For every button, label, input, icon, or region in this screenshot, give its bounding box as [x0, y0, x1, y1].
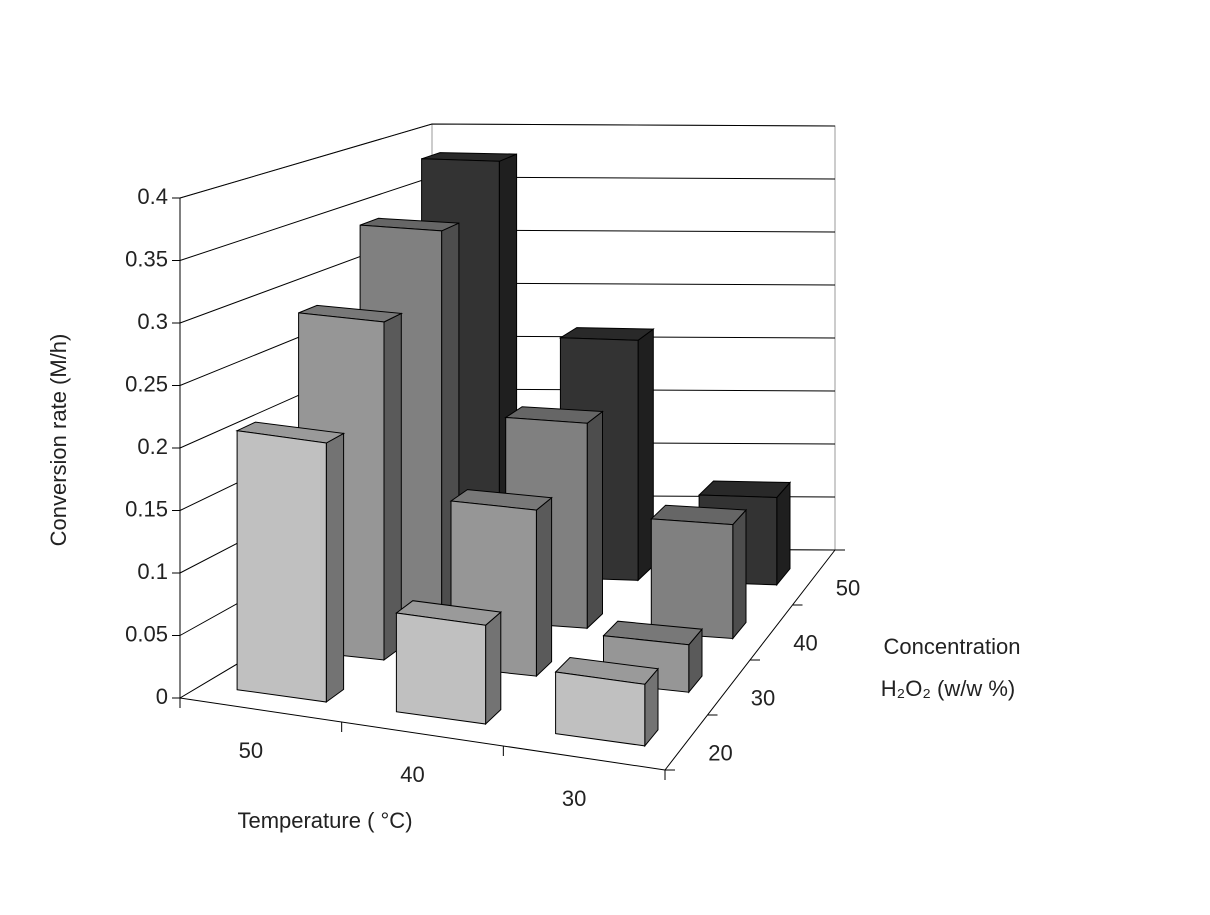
bar-side — [776, 481, 791, 587]
bar-side — [485, 611, 502, 726]
bar-side — [586, 410, 603, 630]
y-tick-label: 0.2 — [137, 434, 168, 459]
y-tick-label: 0.3 — [137, 309, 168, 334]
bar — [555, 671, 646, 747]
z-tick-label: 50 — [836, 575, 860, 600]
y-axis-title: Conversion rate (M/h) — [46, 334, 71, 547]
y-tick-label: 0.35 — [125, 246, 168, 271]
bar-side — [535, 496, 553, 678]
x-tick-label: 30 — [562, 786, 586, 811]
y-tick-label: 0.25 — [125, 371, 168, 396]
bar-side — [732, 508, 747, 640]
bar-side — [383, 312, 402, 661]
y-tick-label: 0.15 — [125, 496, 168, 521]
bar-group — [554, 656, 659, 748]
bar — [650, 518, 734, 640]
bar — [236, 430, 327, 703]
bar-group — [235, 421, 346, 703]
y-tick-label: 0.4 — [137, 184, 168, 209]
x-tick-label: 40 — [400, 762, 424, 787]
z-tick-label: 20 — [708, 740, 732, 765]
z-axis-title: Concentration — [884, 634, 1021, 659]
x-axis-title: Temperature ( °C) — [237, 808, 412, 833]
grid-line — [179, 123, 836, 199]
z-axis-title: H₂O₂ (w/w %) — [881, 676, 1015, 701]
y-tick-label: 0.05 — [125, 621, 168, 646]
bar — [395, 612, 487, 725]
x-tick-label: 50 — [239, 738, 263, 763]
x-axis — [179, 697, 666, 771]
bar-side — [325, 432, 345, 703]
y-tick-label: 0.1 — [137, 559, 168, 584]
z-tick-label: 30 — [751, 685, 775, 710]
y-tick-label: 0 — [156, 684, 168, 709]
z-tick-label: 40 — [793, 630, 817, 655]
bar-group — [395, 600, 502, 726]
bar-group — [650, 504, 748, 640]
